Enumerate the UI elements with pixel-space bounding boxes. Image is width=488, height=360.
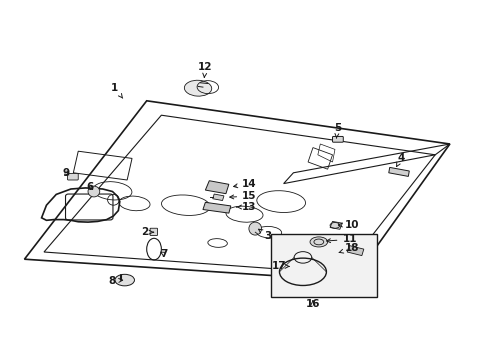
Text: 14: 14 [233,179,256,189]
Ellipse shape [248,222,261,235]
Text: 3: 3 [258,229,271,241]
Polygon shape [388,167,408,176]
Text: 12: 12 [198,62,212,77]
FancyBboxPatch shape [67,174,78,180]
Polygon shape [212,194,224,201]
Text: 11: 11 [326,234,356,244]
Text: 17: 17 [271,261,288,271]
Text: 9: 9 [62,168,69,178]
Ellipse shape [88,186,100,197]
Text: 6: 6 [87,182,94,192]
Bar [271,234,376,297]
Polygon shape [205,181,228,194]
Text: 16: 16 [305,299,320,309]
Text: 7: 7 [160,249,167,259]
Text: 2: 2 [141,227,153,237]
Ellipse shape [115,274,134,286]
Ellipse shape [309,237,327,247]
Text: 8: 8 [109,276,122,286]
Text: 1: 1 [111,83,122,98]
Polygon shape [329,221,342,229]
Text: 13: 13 [236,202,256,212]
Polygon shape [203,202,230,213]
Ellipse shape [184,80,211,96]
Text: 4: 4 [396,153,404,167]
Text: 10: 10 [338,220,359,230]
Text: 5: 5 [333,123,340,138]
Text: 15: 15 [229,191,256,201]
Polygon shape [346,246,363,256]
FancyBboxPatch shape [332,136,343,142]
Text: 18: 18 [339,243,359,253]
FancyBboxPatch shape [150,228,157,235]
